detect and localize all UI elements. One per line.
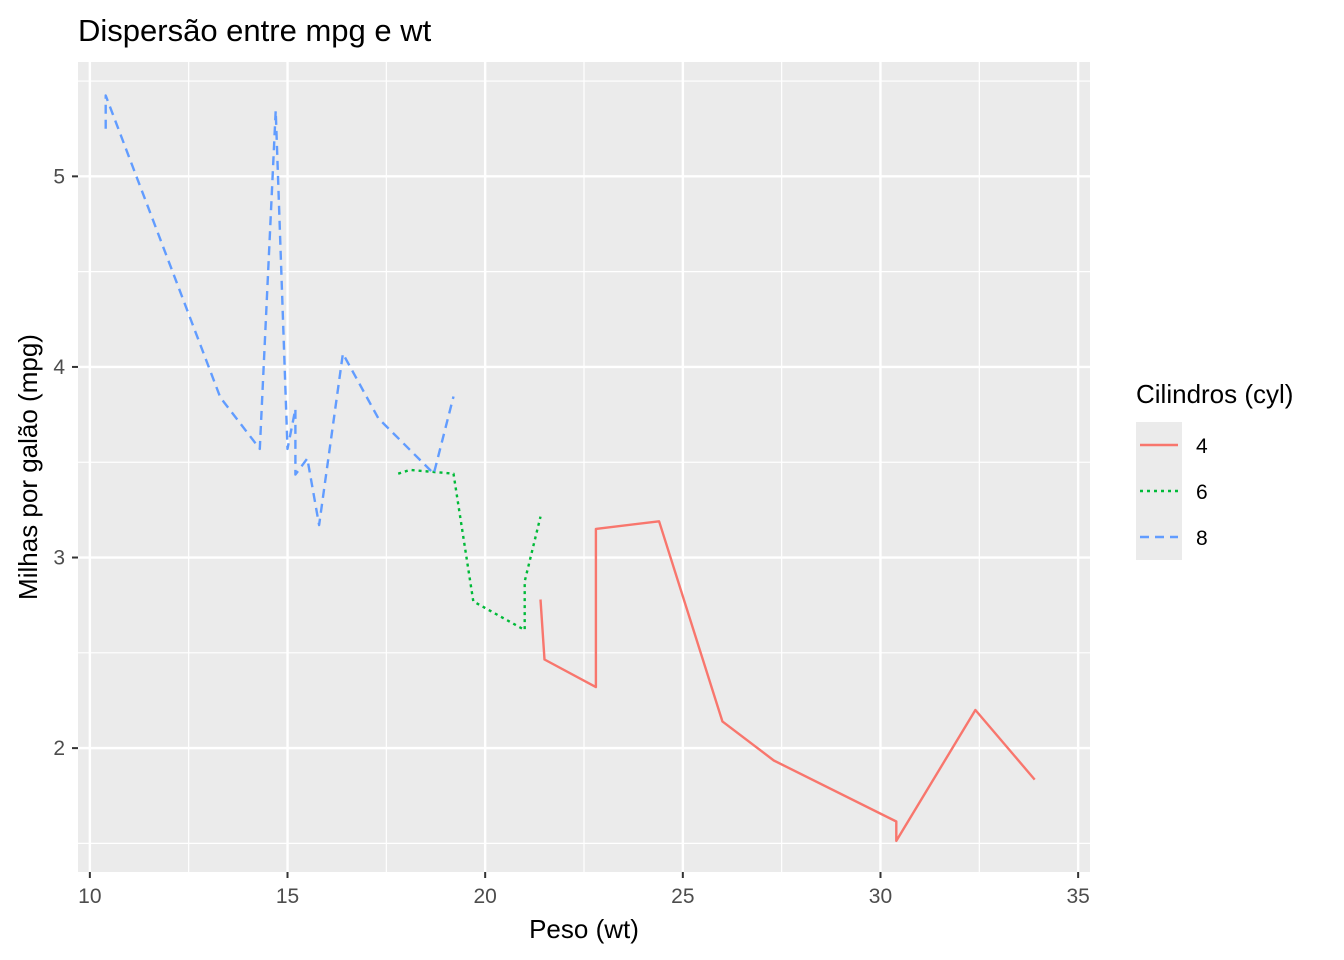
y-axis: 2 3 4 5 [53, 165, 78, 760]
chart-title: Dispersão entre mpg e wt [78, 13, 432, 48]
y-tick-label: 5 [53, 165, 65, 188]
grid-minor [78, 62, 1090, 872]
y-tick-label: 4 [53, 356, 65, 379]
x-axis-title: Peso (wt) [529, 914, 639, 944]
grid-major [78, 62, 1090, 872]
x-tick-label: 15 [276, 885, 299, 908]
y-tick-label: 3 [53, 547, 65, 570]
x-tick-label: 10 [78, 885, 101, 908]
x-tick-label: 25 [671, 885, 694, 908]
series-line-4 [539, 520, 1036, 843]
x-axis: 10 15 20 25 30 35 [78, 872, 1090, 908]
x-tick-label: 35 [1066, 885, 1089, 908]
y-tick-label: 2 [53, 737, 65, 760]
legend-label-8: 8 [1196, 527, 1208, 550]
legend: Cilindros (cyl) 4 6 8 [1136, 379, 1293, 560]
y-axis-title: Milhas por galão (mpg) [13, 334, 43, 600]
x-tick-label: 30 [869, 885, 892, 908]
legend-label-4: 4 [1196, 435, 1208, 458]
legend-label-6: 6 [1196, 481, 1208, 504]
series-line-8 [104, 94, 455, 527]
legend-keys: 4 6 8 [1136, 422, 1208, 560]
x-tick-label: 20 [473, 885, 496, 908]
legend-key-bg [1136, 468, 1182, 514]
series-layer [104, 94, 1036, 843]
legend-title: Cilindros (cyl) [1136, 379, 1293, 409]
